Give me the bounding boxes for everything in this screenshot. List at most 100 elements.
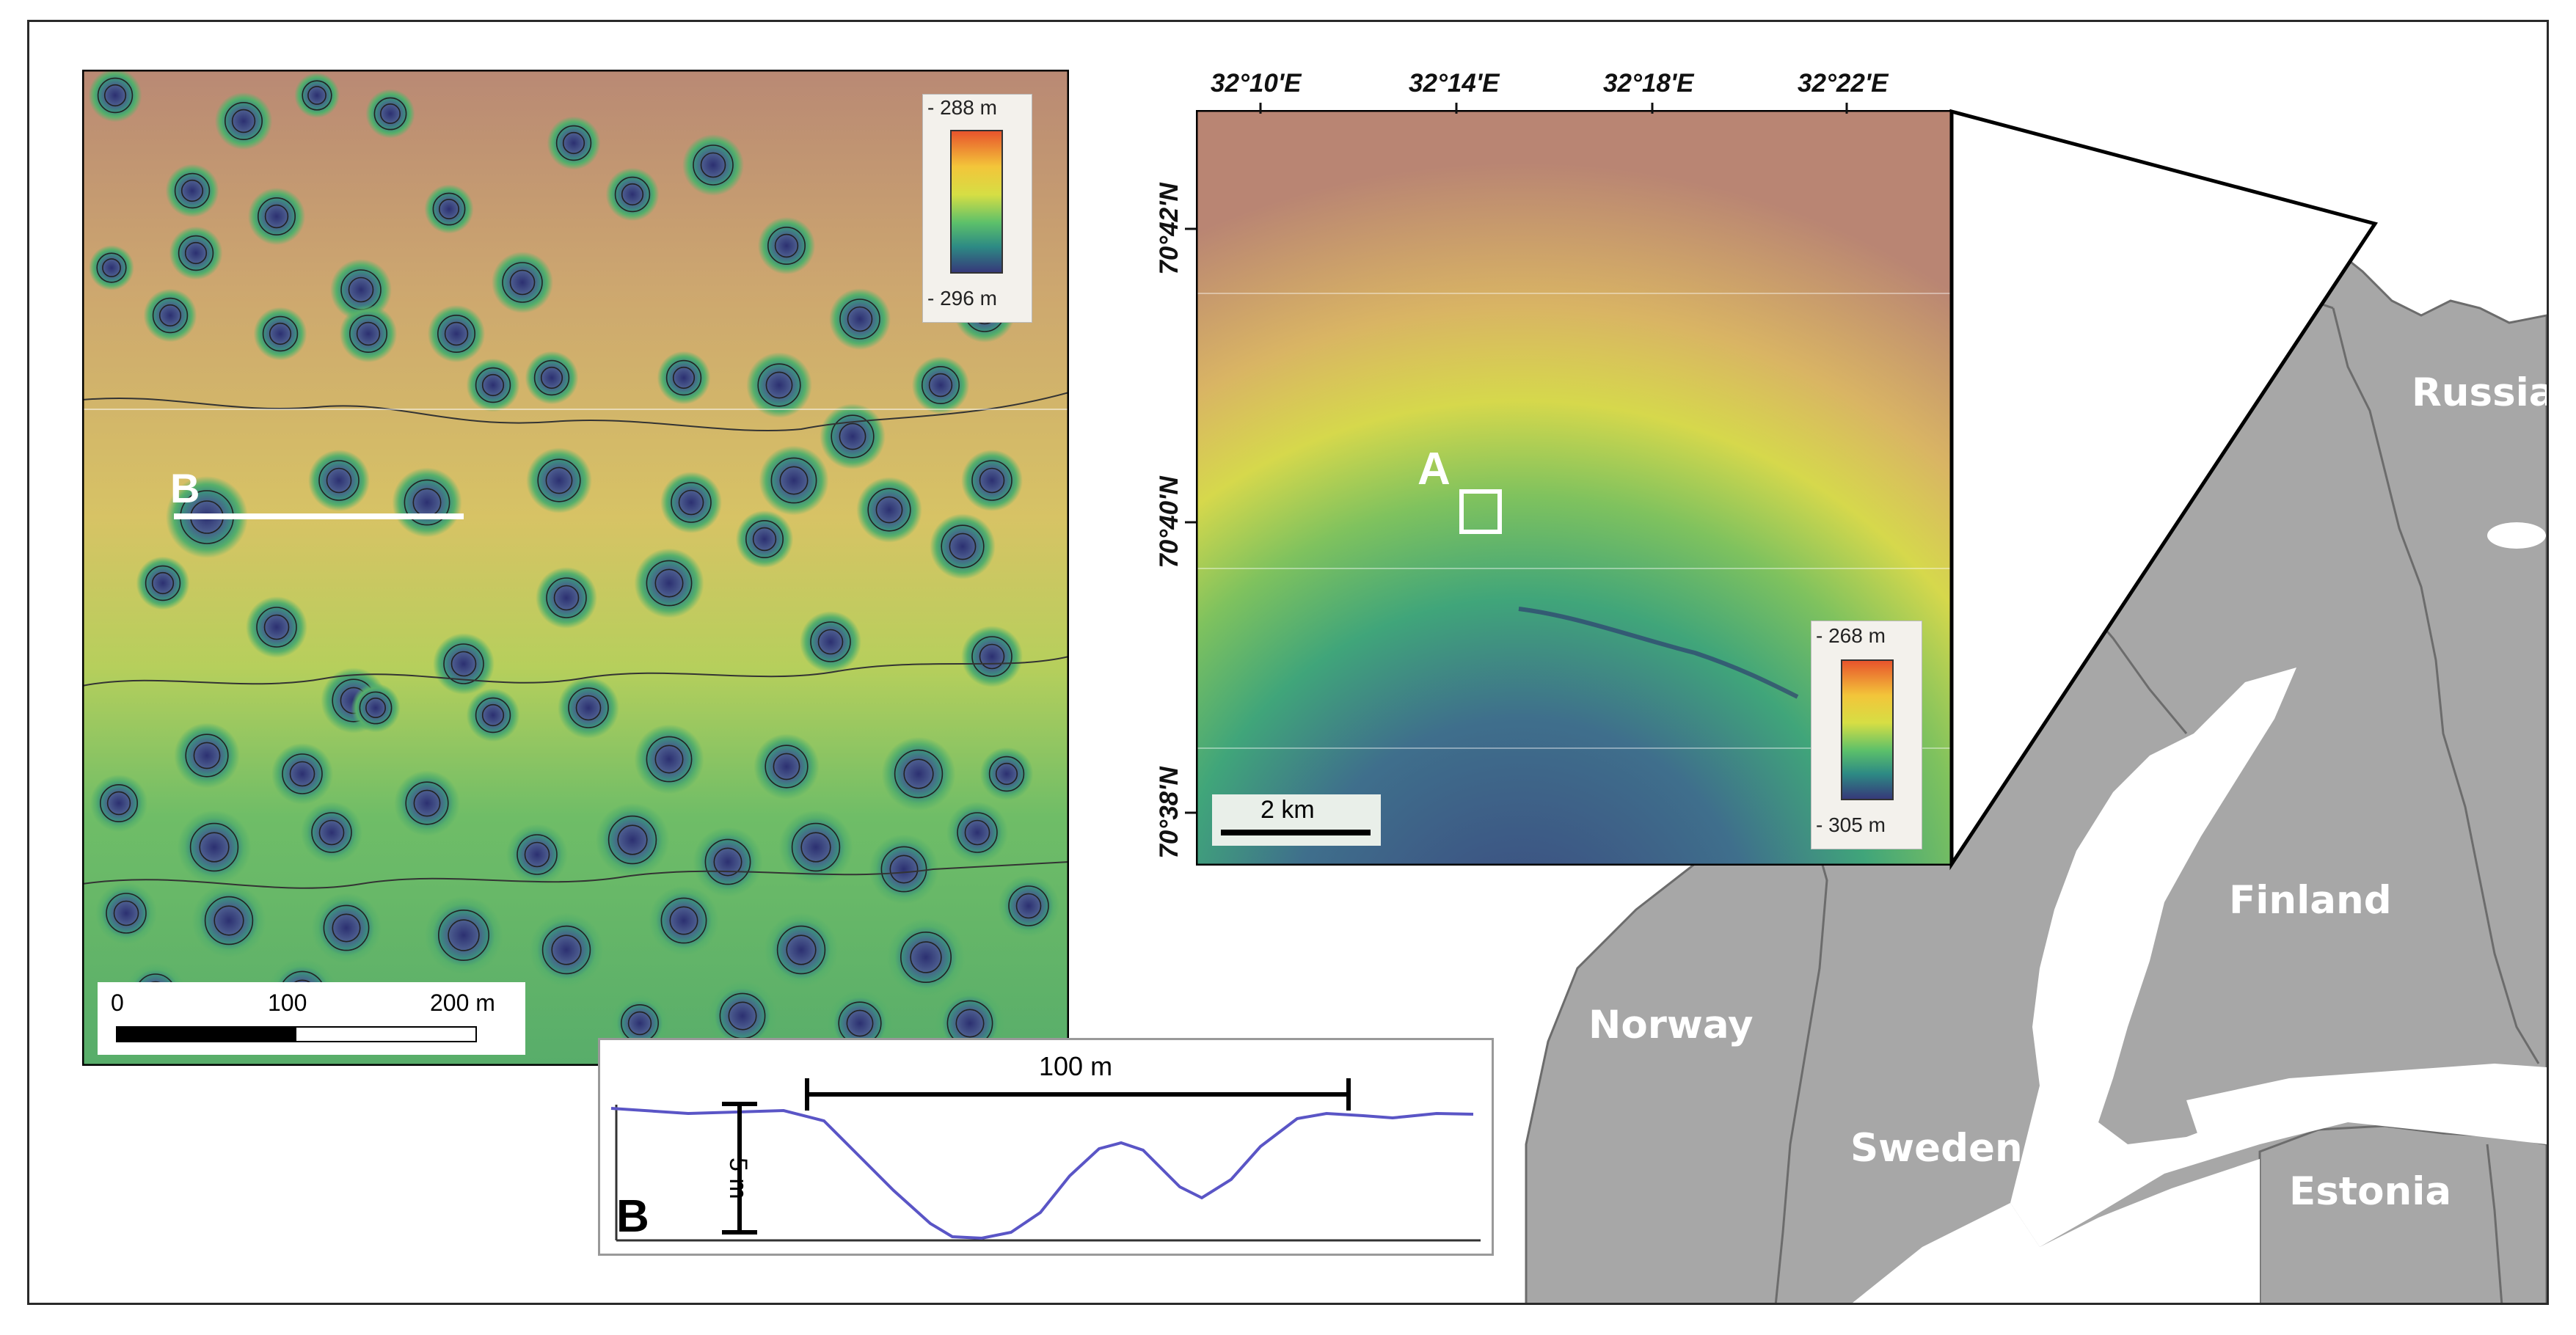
pit-contour xyxy=(949,533,977,560)
pit-contour xyxy=(537,458,581,502)
pit-contour xyxy=(555,125,592,161)
pit-contour xyxy=(97,77,134,114)
pit-contour xyxy=(443,643,484,684)
pit-contour xyxy=(323,904,370,951)
seabed-pit xyxy=(660,472,722,533)
pit-contour xyxy=(654,568,684,598)
seabed-pit xyxy=(693,827,763,897)
pit-contour xyxy=(158,304,182,327)
detail-scale-bar: 0 100 200 m xyxy=(98,982,525,1055)
seabed-pit xyxy=(169,226,223,280)
pit-contour xyxy=(356,321,381,346)
profile-curve xyxy=(610,1107,1474,1240)
pit-contour xyxy=(786,934,817,965)
seabed-pit xyxy=(301,802,362,863)
seabed-ridge xyxy=(1518,607,1799,699)
pit-contour xyxy=(102,258,121,277)
pit-contour xyxy=(941,524,985,568)
country-label-russia: Russia xyxy=(2412,370,2555,415)
scale-label-0: 0 xyxy=(111,990,124,1016)
seabed-pit xyxy=(595,802,670,877)
legend-min-label: - 296 m xyxy=(927,287,997,310)
pit-contour xyxy=(180,179,204,202)
pit-contour xyxy=(900,932,952,984)
seabed-pit xyxy=(95,882,157,944)
pit-contour xyxy=(264,204,289,229)
pit-contour xyxy=(774,233,799,258)
pit-contour xyxy=(106,893,147,934)
seabed-pit xyxy=(682,134,744,196)
baltic-sea xyxy=(1853,1159,2260,1303)
study-area-box-a xyxy=(1459,489,1502,534)
legend-colorbar xyxy=(950,130,1003,274)
lon-tick-label: 32°22'E xyxy=(1798,69,1889,98)
seabed-pit xyxy=(998,875,1059,937)
pit-contour xyxy=(184,241,208,265)
pit-contour xyxy=(437,910,489,962)
pit-contour xyxy=(106,791,131,816)
seabed-pit xyxy=(649,885,719,956)
pit-contour xyxy=(258,197,296,236)
profile-b-panel: 100 m 5 m B xyxy=(598,1038,1494,1256)
overview-scale-bar: 2 km xyxy=(1212,794,1381,846)
pit-contour xyxy=(432,192,466,226)
pit-contour xyxy=(145,565,181,601)
pit-contour xyxy=(889,855,919,884)
pit-contour xyxy=(765,745,809,789)
seabed-pit xyxy=(930,513,996,579)
pit-contour xyxy=(614,176,651,213)
pit-contour xyxy=(545,467,573,494)
pit-contour xyxy=(607,815,657,865)
pit-contour xyxy=(568,687,609,728)
pit-contour xyxy=(767,227,806,266)
seabed-pit xyxy=(886,918,966,997)
pit-contour xyxy=(413,789,441,817)
pit-contour xyxy=(348,277,374,303)
seabed-pit xyxy=(174,723,240,789)
legend-max-label: - 268 m xyxy=(1816,624,1886,647)
pit-contour xyxy=(326,467,352,494)
seabed-pit xyxy=(757,216,816,275)
pit-contour xyxy=(225,101,263,141)
pit-contour xyxy=(839,299,880,340)
overview-graticule: 32°10'E 32°14'E 32°18'E 32°22'E 70°42'N … xyxy=(1155,69,1889,859)
pit-contour xyxy=(847,306,873,332)
overview-scale-line xyxy=(1221,830,1371,835)
seabed-pit xyxy=(466,358,520,412)
border-norway-sweden xyxy=(1774,828,1828,1303)
pit-contour xyxy=(971,460,1012,501)
contour-line xyxy=(82,656,1069,687)
seabed-pit xyxy=(424,184,474,234)
gulf-of-finland xyxy=(2186,1064,2547,1144)
contour-line xyxy=(82,861,1069,889)
pit-contour xyxy=(152,297,189,334)
pit-contour xyxy=(199,832,230,863)
pit-contour xyxy=(214,905,244,936)
pit-contour xyxy=(678,489,704,516)
vertical-scale-label: 5 m xyxy=(724,1157,752,1199)
seabed-pit xyxy=(754,734,820,800)
pit-contour xyxy=(359,691,393,725)
seabed-pit xyxy=(271,743,333,805)
pit-contour xyxy=(654,745,684,774)
pit-contour xyxy=(669,906,698,935)
lon-tick-label: 32°14'E xyxy=(1409,69,1500,98)
seabed-pit xyxy=(424,896,503,975)
pit-contour xyxy=(475,367,511,403)
seabed-pit xyxy=(365,89,415,139)
pit-contour xyxy=(575,695,602,721)
seabed-pit xyxy=(247,187,306,246)
seabed-pit xyxy=(979,747,1034,801)
seabed-pit xyxy=(136,556,190,610)
lat-tick-label: 70°40'N xyxy=(1155,476,1183,568)
pit-contour xyxy=(810,621,851,662)
pit-contour xyxy=(349,314,387,353)
overview-legend: - 268 m - 305 m xyxy=(1811,621,1922,849)
seabed-pit xyxy=(634,548,704,618)
scale-bar-black xyxy=(116,1026,298,1042)
pit-contour xyxy=(332,913,361,943)
pit-contour xyxy=(318,460,360,501)
legend-min-label: - 305 m xyxy=(1816,813,1886,836)
pit-contour xyxy=(846,1009,874,1037)
